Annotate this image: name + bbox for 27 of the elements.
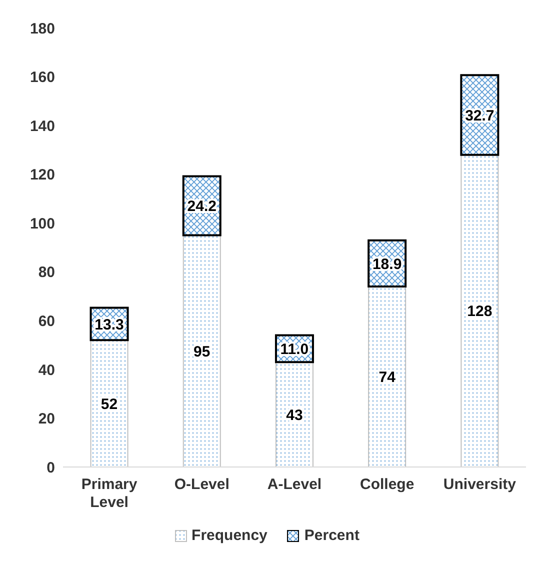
data-label: 95 bbox=[194, 343, 210, 360]
bar bbox=[460, 154, 499, 467]
data-label: 52 bbox=[100, 396, 118, 413]
bar bbox=[275, 362, 314, 467]
bar bbox=[368, 286, 406, 467]
x-tick-label: A-Level bbox=[267, 476, 322, 493]
x-tick-label: College bbox=[360, 476, 414, 493]
y-tick-label: 60 bbox=[38, 312, 55, 330]
y-tick-label: 120 bbox=[30, 166, 55, 184]
y-tick-label: 40 bbox=[38, 362, 55, 379]
legend-label: Percent bbox=[303, 527, 360, 544]
x-tick-label: Primary Level bbox=[81, 476, 138, 511]
data-label: 43 bbox=[286, 406, 303, 424]
y-tick-label: 0 bbox=[46, 459, 55, 476]
bar bbox=[182, 234, 221, 467]
x-tick-label: University bbox=[443, 476, 517, 493]
y-tick-label: 80 bbox=[38, 264, 55, 282]
data-label: 74 bbox=[378, 369, 396, 386]
bar bbox=[90, 340, 128, 467]
y-tick-label: 100 bbox=[30, 215, 55, 232]
legend-label: Frequency bbox=[190, 527, 268, 544]
y-tick-label: 180 bbox=[30, 20, 55, 38]
y-tick-label: 20 bbox=[38, 410, 55, 428]
y-tick-label: 140 bbox=[30, 118, 55, 135]
x-tick-label: O-Level bbox=[174, 476, 230, 493]
data-label: 128 bbox=[467, 303, 492, 320]
y-tick-label: 160 bbox=[30, 69, 55, 86]
